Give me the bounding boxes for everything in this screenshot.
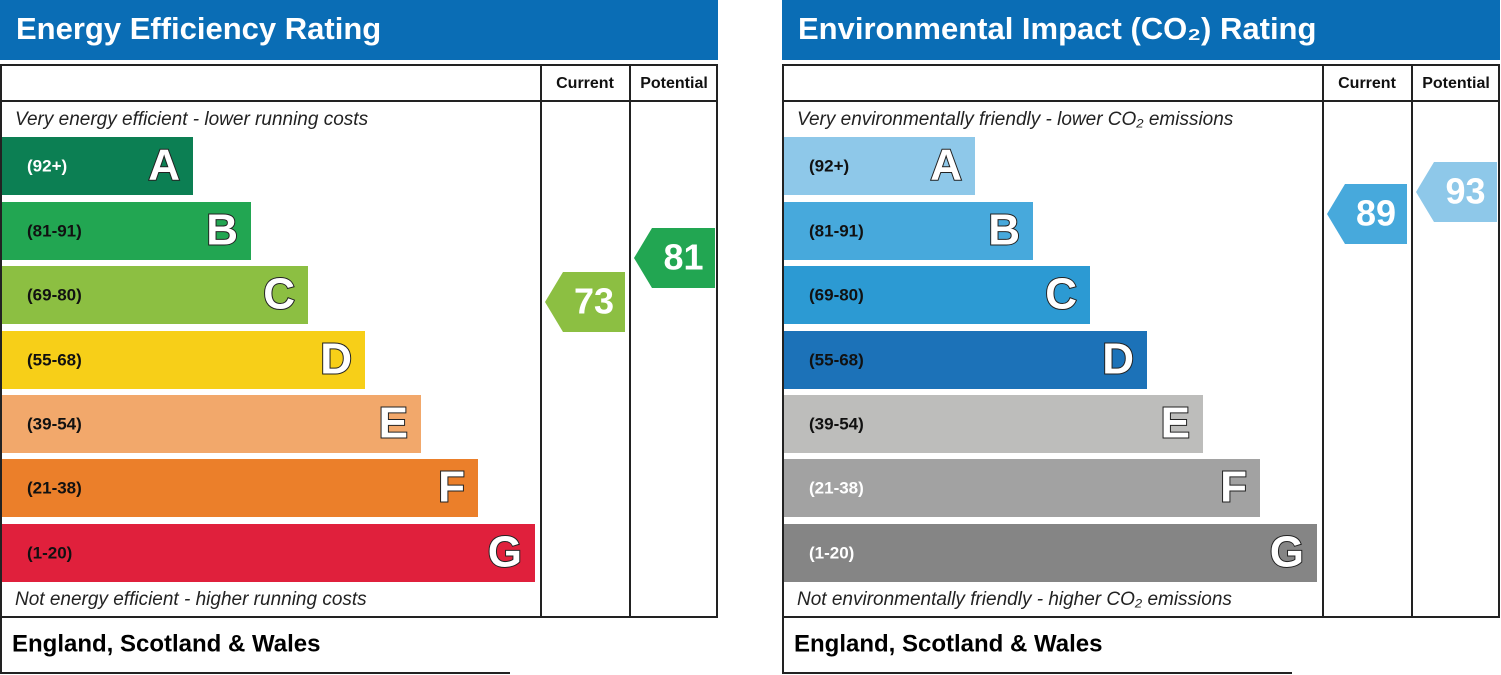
title-bar [782, 0, 1500, 60]
band-range: (55-68) [809, 350, 864, 369]
band-letter: B [988, 206, 1020, 255]
band-range: (55-68) [27, 350, 82, 369]
band-letter: D [1102, 335, 1134, 384]
band-letter: D [320, 335, 352, 384]
rating-band [2, 331, 365, 389]
band-range: (81-91) [27, 221, 82, 240]
footer: England, Scotland & Wales [12, 630, 320, 657]
rating-band [784, 202, 1033, 260]
band-letter: F [438, 463, 465, 512]
column-header: Potential [1422, 75, 1490, 92]
top-note: Very environmentally friendly - lower CO… [797, 109, 1234, 130]
band-range: (92+) [809, 156, 849, 175]
rating-band [2, 459, 478, 517]
column-header: Potential [640, 75, 708, 92]
rating-band [784, 137, 975, 195]
band-range: (39-54) [809, 414, 864, 433]
rating-arrow [1416, 162, 1497, 222]
band-range: (21-38) [809, 478, 864, 497]
rating-arrow [1327, 184, 1407, 244]
footer-frame [0, 617, 510, 674]
rating-band [784, 266, 1090, 324]
top-note: Very energy efficient - lower running co… [15, 109, 369, 130]
chart-title: Energy Efficiency Rating [16, 11, 381, 46]
band-range: (21-38) [27, 478, 82, 497]
band-range: (81-91) [809, 221, 864, 240]
band-range: (39-54) [27, 414, 82, 433]
band-range: (92+) [27, 156, 67, 175]
column-header: Current [556, 75, 614, 92]
band-letter: A [148, 141, 180, 190]
rating-arrow [634, 228, 715, 288]
band-letter: F [1220, 463, 1247, 512]
footer-frame [782, 617, 1292, 674]
band-range: (1-20) [809, 543, 854, 562]
rating-arrow [545, 272, 625, 332]
rating-value: 81 [663, 237, 703, 278]
band-letter: B [206, 206, 238, 255]
bottom-note: Not environmentally friendly - higher CO… [797, 589, 1232, 610]
band-range: (1-20) [27, 543, 72, 562]
footer: England, Scotland & Wales [794, 630, 1102, 657]
band-letter: E [1161, 399, 1190, 448]
rating-band [784, 331, 1147, 389]
band-letter: C [263, 270, 295, 319]
rating-value: 73 [574, 281, 614, 322]
rating-band [784, 459, 1260, 517]
rating-value: 93 [1445, 171, 1485, 212]
bottom-note: Not energy efficient - higher running co… [15, 589, 367, 610]
rating-band [784, 524, 1317, 582]
rating-band [2, 137, 193, 195]
band-letter: G [488, 528, 522, 577]
band-range: (69-80) [27, 285, 82, 304]
rating-band [2, 202, 251, 260]
band-letter: E [379, 399, 408, 448]
column-header: Current [1338, 75, 1396, 92]
rating-band [2, 395, 421, 453]
table-frame [782, 64, 1500, 618]
table-frame [0, 64, 718, 618]
band-letter: A [930, 141, 962, 190]
chart-title: Environmental Impact (CO₂) Rating [798, 11, 1316, 46]
rating-band [784, 395, 1203, 453]
band-range: (69-80) [809, 285, 864, 304]
rating-value: 89 [1356, 193, 1396, 234]
band-letter: C [1045, 270, 1077, 319]
rating-band [2, 524, 535, 582]
band-letter: G [1270, 528, 1304, 577]
title-bar [0, 0, 718, 60]
rating-band [2, 266, 308, 324]
